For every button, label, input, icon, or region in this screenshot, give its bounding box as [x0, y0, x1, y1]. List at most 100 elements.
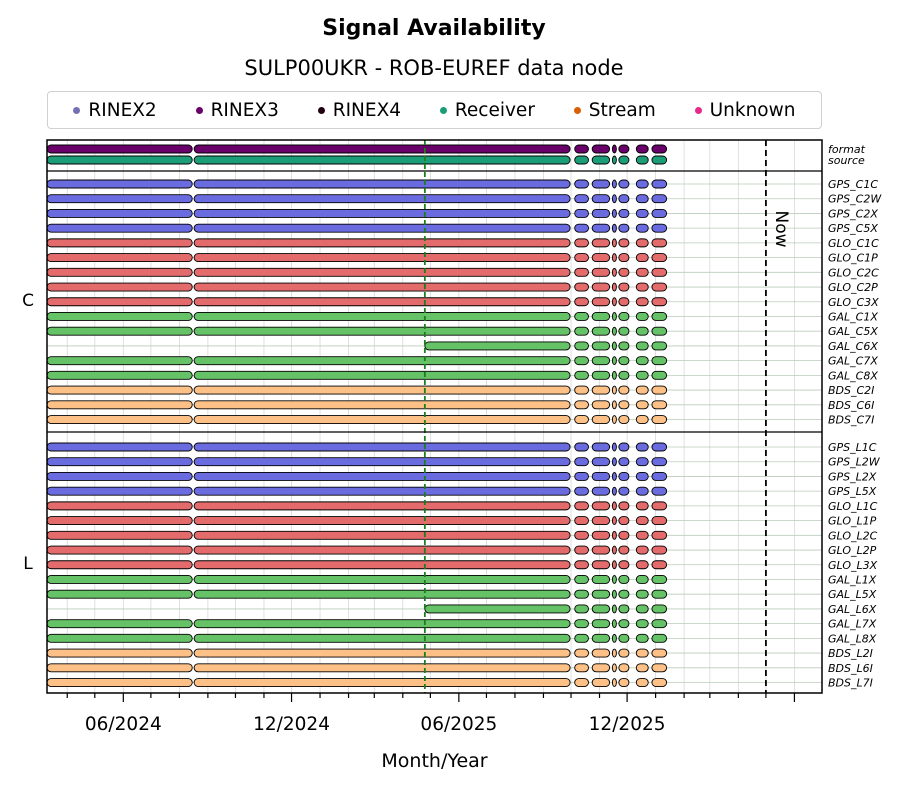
availability-bar — [651, 385, 668, 395]
row-label: GPS_L2W — [828, 456, 881, 469]
availability-bar — [651, 370, 668, 380]
availability-bar — [635, 341, 649, 351]
availability-bar — [574, 155, 589, 165]
availability-bar — [651, 341, 668, 351]
availability-bar — [651, 678, 668, 687]
availability-bar — [193, 194, 571, 204]
availability-bar — [618, 238, 630, 248]
availability-bar — [651, 267, 668, 277]
availability-bar — [611, 341, 617, 351]
availability-bar — [193, 370, 571, 380]
availability-bar — [611, 194, 617, 204]
availability-bar — [618, 545, 630, 555]
availability-bar — [611, 560, 617, 570]
availability-bar — [618, 516, 630, 526]
availability-bar — [618, 471, 630, 481]
availability-bar — [46, 471, 193, 481]
group-label: L — [23, 554, 33, 574]
availability-bar — [635, 326, 649, 336]
availability-bar — [611, 663, 617, 673]
availability-bar — [591, 575, 611, 584]
availability-bar — [611, 457, 617, 467]
availability-bar — [611, 648, 617, 658]
availability-bar — [651, 415, 668, 424]
availability-bar — [591, 442, 611, 452]
availability-bar — [611, 545, 617, 555]
availability-bar — [618, 457, 630, 467]
row-label: GLO_C2P — [828, 281, 878, 294]
availability-bar — [651, 589, 668, 599]
row-label: GPS_C1C — [828, 178, 878, 191]
row-label: GAL_C7X — [828, 355, 878, 368]
availability-bar — [574, 471, 589, 481]
availability-bar — [618, 223, 630, 233]
availability-bar — [574, 312, 589, 321]
availability-bar — [46, 179, 193, 189]
availability-bar — [591, 457, 611, 467]
legend-marker — [439, 106, 447, 114]
availability-bar — [591, 678, 611, 687]
availability-bar — [574, 282, 589, 292]
availability-bar — [618, 208, 630, 218]
row-label: GLO_C3X — [828, 296, 879, 309]
availability-bar — [651, 663, 668, 673]
availability-bar — [618, 400, 630, 410]
availability-bar — [651, 356, 668, 366]
legend-item-stream: Stream — [573, 100, 656, 121]
x-axis-label: Month/Year — [381, 750, 487, 772]
legend-label: RINEX2 — [88, 99, 157, 121]
availability-bar — [591, 545, 611, 555]
availability-bar — [574, 545, 589, 555]
availability-bar — [46, 663, 193, 673]
legend-marker — [73, 106, 81, 114]
availability-bar — [591, 223, 611, 233]
availability-bar — [618, 663, 630, 673]
availability-bar — [618, 155, 630, 165]
legend-marker — [195, 106, 203, 114]
row-label: GPS_C2X — [828, 207, 878, 220]
availability-bar — [651, 297, 668, 307]
availability-bar — [611, 356, 617, 366]
availability-bar — [591, 179, 611, 189]
availability-bar — [618, 560, 630, 570]
availability-bar — [651, 604, 668, 614]
availability-bar — [635, 604, 649, 614]
legend-item-rinex4: RINEX4 — [317, 100, 401, 121]
row-label: GPS_C5X — [828, 222, 878, 235]
availability-bar — [193, 457, 571, 467]
availability-bar — [651, 223, 668, 233]
row-label: GPS_L2X — [828, 470, 877, 483]
availability-bar — [193, 619, 571, 629]
row-label: BDS_L2I — [828, 647, 873, 660]
availability-bar — [618, 297, 630, 307]
x-tick-label: 06/2024 — [85, 714, 162, 735]
legend-marker — [573, 106, 581, 114]
availability-bar — [193, 400, 571, 410]
row-label: GAL_L1X — [828, 573, 877, 586]
availability-bar — [193, 530, 571, 540]
availability-bar — [46, 223, 193, 233]
availability-bar — [193, 501, 571, 511]
availability-bar — [611, 575, 617, 584]
availability-bar — [574, 633, 589, 643]
availability-bar — [635, 516, 649, 526]
legend-label: Unknown — [709, 99, 796, 121]
row-label: BDS_C2I — [828, 384, 874, 397]
availability-bar — [618, 678, 630, 687]
availability-bar — [611, 155, 617, 165]
availability-bar — [46, 385, 193, 395]
legend-label: Receiver — [454, 99, 535, 121]
availability-bar — [591, 415, 611, 424]
availability-bar — [611, 297, 617, 307]
row-label: BDS_C6I — [828, 399, 874, 412]
availability-bar — [591, 589, 611, 599]
availability-bar — [618, 385, 630, 395]
availability-bar — [651, 282, 668, 292]
availability-bar — [591, 648, 611, 658]
availability-bar — [46, 155, 193, 165]
availability-bar — [46, 208, 193, 218]
availability-bar — [46, 238, 193, 248]
availability-bar — [574, 516, 589, 526]
availability-bar — [46, 516, 193, 526]
availability-bar — [193, 223, 571, 233]
